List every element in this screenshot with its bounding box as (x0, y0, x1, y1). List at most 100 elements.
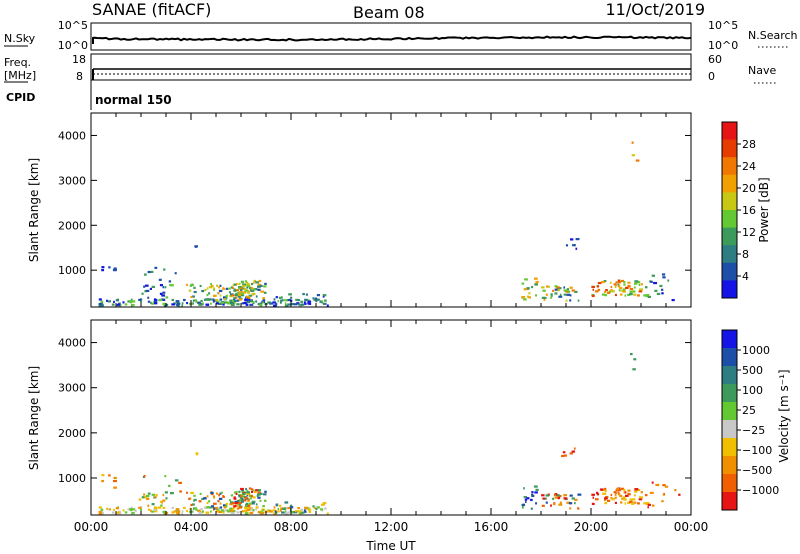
colorbar-segment (722, 262, 737, 281)
echo-cell (623, 498, 627, 501)
echo-cell (111, 303, 115, 306)
echo-cell (153, 302, 158, 305)
echo-cell (521, 296, 526, 299)
echo-cell (115, 299, 120, 302)
echo-cell (159, 292, 163, 295)
echo-cell (622, 496, 626, 499)
echo-cell (206, 298, 209, 301)
colorbar-tick-label: 500 (742, 364, 763, 377)
echo-cell (535, 280, 539, 284)
echo-cell (222, 303, 225, 306)
echo-cell (287, 303, 291, 306)
echo-cell (563, 289, 568, 292)
echo-cell (246, 491, 250, 494)
echo-cell (313, 298, 316, 302)
echo-cell (678, 493, 681, 496)
echo-cell (242, 284, 246, 288)
echo-cell (238, 501, 242, 505)
echo-cell (524, 278, 528, 281)
echo-cell (622, 288, 626, 291)
echo-cell (661, 273, 666, 276)
echo-cell (162, 302, 167, 306)
echo-cell (151, 285, 155, 288)
power-colorbar: 4 8 12 16 20 24 28 (721, 121, 756, 299)
echo-cell (190, 491, 194, 495)
echo-cell (162, 493, 165, 497)
echo-cell (223, 301, 228, 304)
echo-cell (221, 301, 224, 304)
echo-cell (109, 300, 111, 303)
colorbar-frame (721, 329, 738, 511)
velocity-panel-frame (90, 319, 692, 516)
echo-cell (563, 454, 567, 457)
echo-cell (221, 509, 224, 512)
echo-cell (233, 298, 236, 301)
x-tick-label: 00:00 (74, 520, 109, 534)
echo-cell (615, 281, 618, 284)
echo-cell (647, 506, 649, 509)
echo-cell (216, 508, 220, 511)
echo-cell (604, 497, 608, 500)
echo-cell (249, 303, 254, 306)
echo-cell (267, 301, 270, 304)
noise-tick-bottom: 10^0 (58, 39, 88, 52)
echo-cell (544, 497, 547, 500)
echo-cell (281, 511, 285, 514)
echo-cell (241, 495, 245, 498)
echo-cell (600, 280, 605, 284)
echo-cell (246, 283, 250, 286)
echo-cell (249, 497, 252, 500)
echo-cell (153, 299, 158, 302)
echo-cell (253, 281, 255, 284)
echo-cell (557, 497, 561, 500)
echo-cell (195, 508, 198, 511)
echo-cell (165, 497, 168, 500)
echo-cell (547, 285, 550, 288)
echo-cell (300, 511, 305, 514)
echo-cell (591, 502, 595, 505)
echo-cell (194, 299, 197, 302)
echo-cell (620, 279, 625, 283)
echo-cell (304, 506, 308, 509)
echo-cell (604, 294, 608, 297)
echo-cell (237, 295, 241, 298)
echo-cell (627, 281, 631, 284)
nsky-label: N.Sky (4, 32, 36, 45)
echo-cell (162, 499, 166, 502)
echo-cell (255, 300, 258, 303)
echo-cell (113, 267, 117, 270)
x-tick-label: 16:00 (474, 520, 509, 534)
echo-cell (297, 302, 300, 305)
echo-cell (523, 298, 527, 301)
echo-cell (608, 290, 612, 293)
echo-cell (154, 266, 158, 269)
echo-cell (643, 502, 647, 505)
echo-cell (647, 503, 651, 506)
velocity-y-label: Slant Range [km] (27, 366, 41, 470)
echo-cell (147, 270, 151, 274)
echo-cell (575, 238, 580, 241)
echo-cell (594, 498, 599, 501)
colorbar-segment (722, 122, 737, 140)
echo-cell (247, 506, 250, 509)
echo-cell (629, 287, 634, 291)
echo-cell (565, 299, 568, 302)
echo-cell (322, 302, 327, 305)
echo-cell (113, 300, 115, 304)
echo-cell (195, 300, 198, 303)
echo-cell (194, 507, 197, 510)
echo-cell (216, 492, 219, 495)
echo-cell (650, 280, 653, 283)
echo-cell (602, 492, 607, 495)
echo-cell (199, 284, 202, 288)
echo-cell (277, 507, 280, 511)
echo-cell (596, 491, 599, 494)
echo-cell (250, 286, 254, 290)
echo-cell (231, 286, 234, 289)
echo-cell (166, 303, 169, 306)
echo-cell (555, 494, 560, 497)
echo-cell (250, 488, 254, 491)
echo-cell (186, 491, 188, 494)
echo-cell (150, 270, 154, 273)
echo-cell (649, 491, 654, 494)
